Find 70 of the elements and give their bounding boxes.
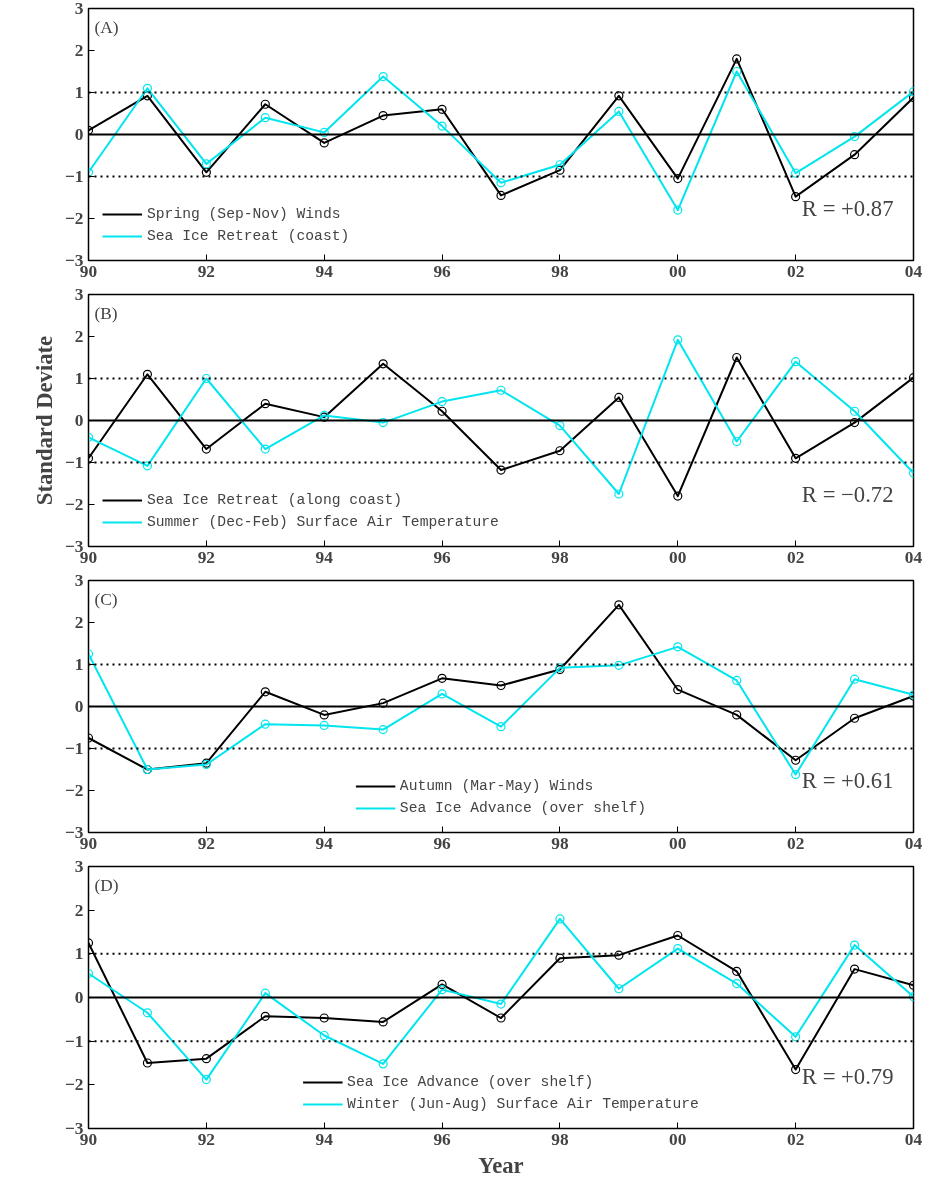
x-tick-label: 98	[551, 261, 569, 281]
x-tick-label: 94	[315, 1129, 334, 1149]
x-tick-label: 96	[433, 261, 452, 281]
x-tick-label: 98	[551, 1129, 569, 1149]
x-tick-label: 00	[669, 1129, 687, 1149]
annotation: R = +0.61	[801, 767, 894, 793]
x-tick-label: 92	[197, 261, 216, 281]
x-tick-label: 04	[904, 1129, 923, 1149]
legend-label: Spring (Sep-Nov) Winds	[147, 206, 341, 222]
x-tick-label: 04	[904, 547, 923, 567]
x-tick-label: 02	[786, 261, 805, 281]
y-tick-label: 0	[74, 125, 84, 144]
x-tick-label: 96	[433, 833, 452, 853]
annotation: (A)	[94, 17, 119, 37]
y-tick-label: 0	[74, 988, 84, 1007]
x-tick-label: 94	[315, 833, 334, 853]
y-tick-label: −2	[64, 495, 84, 514]
annotation: R = −0.72	[801, 481, 894, 507]
y-tick-label: 1	[74, 944, 84, 964]
y-axis-title: Standard Deviate	[31, 335, 57, 506]
y-tick-label: 3	[74, 0, 84, 18]
x-tick-label: 00	[669, 547, 687, 567]
x-axis-title: Year	[478, 1152, 524, 1178]
x-tick-label: 02	[786, 547, 805, 567]
y-tick-label: 3	[74, 571, 84, 590]
y-tick-label: −1	[64, 739, 84, 758]
x-tick-label: 96	[433, 1129, 452, 1149]
x-tick-label: 00	[669, 833, 687, 853]
x-tick-label: 02	[786, 1129, 805, 1149]
x-tick-label: 94	[315, 547, 334, 567]
y-tick-label: −1	[64, 453, 84, 472]
y-tick-label: 2	[74, 41, 84, 60]
legend-label: Sea Ice Advance (over shelf)	[347, 1074, 594, 1090]
y-tick-label: 0	[74, 411, 84, 430]
x-tick-label: 00	[669, 261, 687, 281]
legend-label: Sea Ice Retreat (coast)	[147, 228, 350, 244]
y-tick-label: 2	[74, 613, 84, 632]
y-tick-label: −2	[64, 209, 84, 228]
y-tick-label: 0	[74, 697, 84, 716]
annotation: (D)	[94, 875, 119, 895]
x-tick-label: 94	[315, 261, 334, 281]
y-tick-label: −2	[64, 781, 84, 800]
annotation: (C)	[94, 589, 118, 609]
annotation: R = +0.79	[801, 1063, 894, 1089]
x-tick-label: 04	[904, 833, 923, 853]
x-tick-label: 92	[197, 1129, 216, 1149]
legend-label: Sea Ice Advance (over shelf)	[399, 800, 647, 816]
annotation: (B)	[94, 303, 118, 323]
y-tick-label: 2	[74, 327, 84, 346]
x-tick-label: 02	[786, 833, 805, 853]
y-tick-label: −2	[64, 1075, 84, 1095]
y-tick-label: 1	[74, 369, 84, 388]
y-tick-label: 1	[74, 83, 84, 102]
y-tick-label: 2	[74, 900, 84, 920]
x-tick-label: 98	[551, 833, 569, 853]
y-tick-label: −1	[64, 1031, 84, 1051]
x-tick-label: 92	[197, 833, 216, 853]
x-tick-label: 98	[551, 547, 569, 567]
y-tick-label: −1	[64, 167, 84, 186]
x-tick-label: 92	[197, 547, 216, 567]
legend-label: Autumn (Mar-May) Winds	[399, 778, 594, 794]
legend-label: Sea Ice Retreat (along coast)	[147, 492, 403, 508]
legend-label: Winter (Jun-Aug) Surface Air Temperature	[347, 1096, 699, 1112]
x-tick-label: 04	[904, 261, 923, 281]
y-tick-label: 3	[74, 285, 84, 304]
x-tick-label: 96	[433, 547, 452, 567]
y-tick-label: 1	[74, 655, 84, 674]
annotation: R = +0.87	[801, 195, 894, 221]
legend-label: Summer (Dec-Feb) Surface Air Temperature	[147, 514, 499, 530]
y-tick-label: 3	[74, 857, 84, 876]
